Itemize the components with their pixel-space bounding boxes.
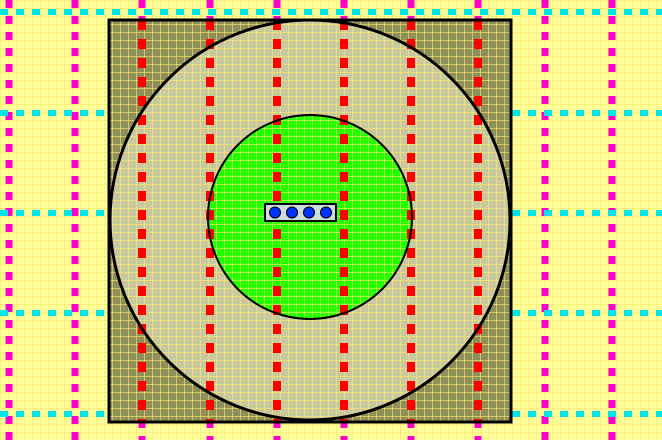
outer-circle-outline xyxy=(108,18,512,422)
pin-tray-frame xyxy=(264,203,337,222)
pin-dot xyxy=(303,206,315,219)
inner-circle-outline xyxy=(207,114,413,320)
background-horizontal-dashed-lines xyxy=(0,9,662,417)
background-vertical-dashed-lines xyxy=(5,0,616,440)
red-dashed-lines xyxy=(138,20,482,422)
pin-tray xyxy=(264,203,337,222)
pin-dot xyxy=(320,206,332,219)
pin-dot xyxy=(286,206,298,219)
pin-group xyxy=(269,206,332,219)
pin-dot xyxy=(269,206,281,219)
